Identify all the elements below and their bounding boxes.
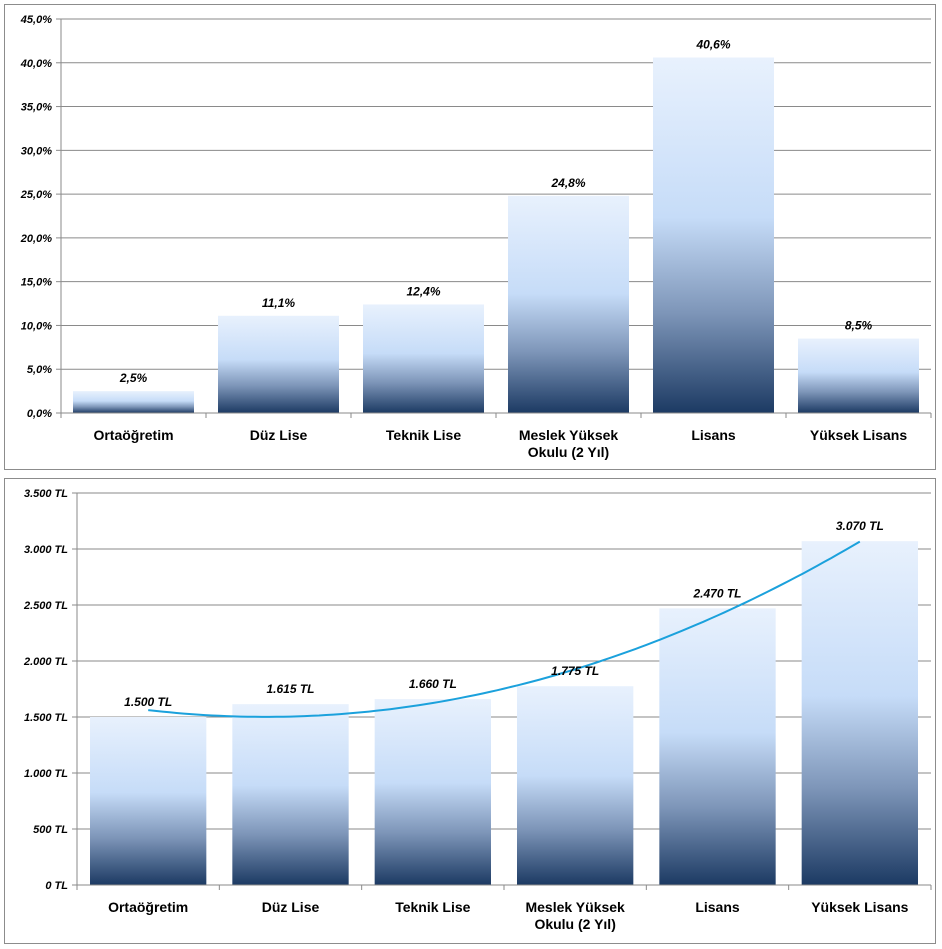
- x-category-label: Düz Lise: [262, 899, 320, 915]
- x-category-label: Okulu (2 Yıl): [528, 444, 609, 460]
- y-tick-label: 10,0%: [21, 320, 52, 332]
- bar: [374, 699, 491, 885]
- wage-by-education-chart: 0 TL 500 TL 1.000 TL 1.500 TL 2.000 TL 2.500 …: [4, 478, 936, 944]
- data-label: 12,4%: [406, 284, 440, 298]
- x-category-label: Okulu (2 Yıl): [534, 916, 615, 932]
- data-label: 1.500 TL: [124, 695, 172, 709]
- bar: [517, 686, 634, 885]
- bar: [801, 541, 918, 885]
- bar: [73, 391, 194, 413]
- data-label: 24,8%: [550, 176, 585, 190]
- y-tick-label: 0 TL: [45, 880, 68, 892]
- x-category-label: Yüksek Lisans: [810, 427, 907, 443]
- trend-line: [148, 540, 861, 718]
- y-tick-label: 5,0%: [27, 364, 52, 376]
- bar: [232, 704, 349, 885]
- y-tick-label: 0,0%: [27, 408, 52, 420]
- y-tick-label: 35,0%: [21, 102, 52, 114]
- bar: [659, 608, 776, 885]
- y-tick-label: 15,0%: [21, 277, 52, 289]
- wage-chart-svg: 0 TL 500 TL 1.000 TL 1.500 TL 2.000 TL 2.500 …: [23, 488, 932, 932]
- x-category-label: Ortaöğretim: [93, 427, 173, 443]
- x-category-label: Teknik Lise: [395, 899, 470, 915]
- data-label: 40,6%: [695, 38, 730, 52]
- y-tick-label: 45,0%: [20, 14, 52, 26]
- y-tick-label: 1.500 TL: [24, 712, 68, 724]
- data-label: 1.615 TL: [266, 682, 314, 696]
- x-category-label: Lisans: [695, 899, 740, 915]
- data-label: 3.070 TL: [836, 519, 884, 533]
- y-tick-label: 3.500 TL: [24, 488, 68, 500]
- bar: [363, 304, 484, 413]
- data-label: 2,5%: [119, 371, 148, 385]
- bar: [218, 315, 339, 413]
- x-category-label: Meslek Yüksek: [525, 899, 625, 915]
- y-tick-label: 40,0%: [20, 58, 52, 70]
- data-label: 1.660 TL: [409, 677, 457, 691]
- share-by-education-chart: 0,0% 5,0% 10,0% 15,0% 20,0% 25,0% 30,0% 35,0% 40…: [4, 4, 936, 470]
- bar: [653, 57, 774, 413]
- y-tick-label: 2.500 TL: [23, 600, 68, 612]
- x-category-label: Yüksek Lisans: [811, 899, 908, 915]
- y-tick-label: 30,0%: [21, 145, 52, 157]
- x-category-label: Meslek Yüksek: [519, 427, 619, 443]
- x-category-label: Ortaöğretim: [108, 899, 188, 915]
- y-tick-label: 500 TL: [33, 824, 68, 836]
- x-category-label: Lisans: [691, 427, 736, 443]
- bar: [90, 717, 207, 885]
- bar: [508, 195, 629, 413]
- y-tick-label: 25,0%: [20, 189, 52, 201]
- y-tick-label: 1.000 TL: [24, 768, 68, 780]
- data-label: 1.775 TL: [551, 664, 599, 678]
- y-tick-label: 20,0%: [20, 233, 52, 245]
- bar: [798, 338, 919, 413]
- data-label: 11,1%: [262, 296, 295, 310]
- x-category-label: Düz Lise: [250, 427, 308, 443]
- share-chart-svg: 0,0% 5,0% 10,0% 15,0% 20,0% 25,0% 30,0% 35,0% 40…: [20, 14, 932, 460]
- x-category-label: Teknik Lise: [386, 427, 461, 443]
- y-tick-label: 3.000 TL: [24, 544, 68, 556]
- data-label: 8,5%: [845, 319, 873, 333]
- data-label: 2.470 TL: [692, 586, 741, 600]
- y-tick-label: 2.000 TL: [23, 656, 68, 668]
